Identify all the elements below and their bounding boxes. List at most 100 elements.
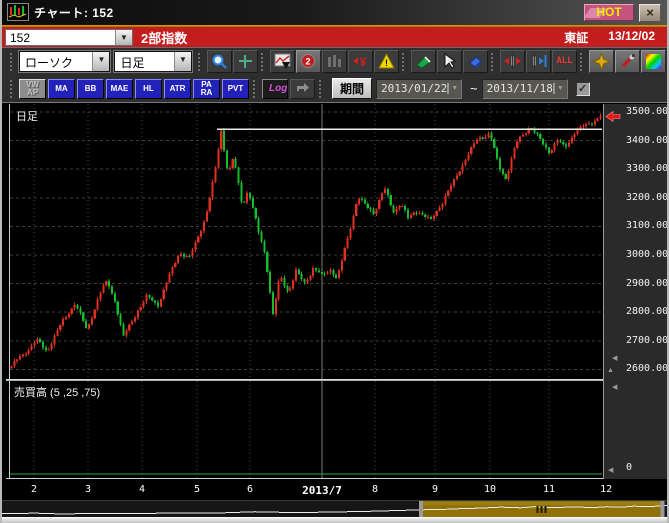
volume-scroll-marker-icon[interactable]: ◀: [612, 384, 618, 391]
indicator-button-pvt[interactable]: PVT: [222, 78, 249, 99]
timeframe-combobox[interactable]: 日足 ▼: [113, 50, 193, 73]
title-bar: チャート: 152 HOT ×: [2, 0, 667, 25]
y-axis-label: 3100.00: [626, 220, 669, 232]
x-axis-label: 2013/7: [302, 484, 342, 497]
toolbar-grip[interactable]: [260, 52, 267, 71]
range-checkbox[interactable]: ✓: [575, 81, 590, 96]
app-icon: [7, 3, 29, 21]
toolbar-grip[interactable]: [319, 79, 325, 98]
rainbow-icon: [645, 53, 662, 70]
svg-text:¥: ¥: [360, 55, 367, 69]
indicator-button-hl[interactable]: HL: [135, 78, 162, 99]
x-axis-label: 12: [600, 484, 613, 495]
volume-plot[interactable]: [10, 381, 602, 478]
chart-download-button[interactable]: [269, 50, 295, 73]
columns-icon: [326, 53, 343, 70]
y-axis-label: 2700.00: [626, 334, 669, 346]
indicator-button-atr[interactable]: ATR: [164, 78, 191, 99]
indicator-button-para[interactable]: PA RA: [193, 78, 220, 99]
all-icon: ALL: [556, 56, 573, 66]
eraser-button[interactable]: [462, 50, 488, 73]
window-bottom-edge: [2, 517, 667, 523]
chart-type-combobox[interactable]: ローソク ▼: [17, 50, 112, 73]
time-axis: 2 3 4 5 6 2013/7 8 9 10 11 12: [10, 480, 667, 500]
volume-zero-label: 0: [626, 462, 633, 473]
toolbar-grip[interactable]: [197, 52, 204, 71]
x-axis-label: 11: [542, 484, 556, 495]
chevron-down-icon: ▼: [451, 85, 459, 92]
volume-pane-title: 売買高 (5 ,25 ,75): [14, 387, 101, 399]
toolbar-grip[interactable]: [10, 79, 16, 98]
all-button[interactable]: ALL: [551, 50, 577, 73]
toolbar-grip[interactable]: [10, 52, 16, 71]
exchange-label: 東証: [564, 30, 589, 45]
hot-button[interactable]: HOT: [584, 4, 634, 21]
hot-label: HOT: [596, 5, 622, 19]
eraser-icon: [467, 53, 484, 70]
date-to-field[interactable]: 2013/11/18 ▼: [481, 78, 568, 99]
indicator-button-vwap[interactable]: VW AP: [19, 78, 46, 99]
calendar-icon: [447, 83, 450, 94]
indicator-button-bb[interactable]: BB: [77, 78, 104, 99]
date-from-field[interactable]: 2013/01/22 ▼: [376, 78, 462, 99]
x-axis-label: 8: [372, 484, 379, 495]
toolbar-grip[interactable]: [253, 79, 259, 98]
x-axis-label: 3: [85, 484, 92, 495]
yen-button[interactable]: ¥: [347, 50, 373, 73]
zoom-button[interactable]: [206, 50, 232, 73]
y-axis-label: 2900.00: [626, 277, 669, 289]
toolbar-grip[interactable]: [490, 52, 497, 71]
zoom-icon: [211, 53, 228, 70]
y-axis-label: 3300.00: [626, 163, 669, 175]
period-button[interactable]: 期間: [332, 78, 372, 99]
columns-button[interactable]: [321, 50, 347, 73]
plot-bottom-border: [6, 478, 603, 479]
grid-icon: [237, 53, 254, 70]
volume-zero-marker-icon[interactable]: ◀: [608, 467, 614, 474]
redo-button[interactable]: [290, 78, 315, 99]
window-title: チャート: 152: [34, 6, 114, 20]
candle-expand-blue-icon: [530, 53, 547, 70]
chevron-down-icon[interactable]: ▼: [173, 52, 191, 71]
cursor-button[interactable]: [436, 50, 462, 73]
y-axis-label: 3500.00: [626, 106, 669, 117]
toolbar-grip[interactable]: [401, 52, 408, 71]
candlestick-plot[interactable]: [10, 104, 602, 379]
calendar-icon: [552, 83, 555, 94]
chevron-down-icon[interactable]: ▼: [115, 29, 132, 45]
warning-button[interactable]: !: [373, 50, 399, 73]
x-axis-label: 5: [193, 484, 201, 495]
chevron-down-icon[interactable]: ▼: [92, 52, 110, 71]
pane-divider[interactable]: [6, 379, 603, 381]
navigator-strip[interactable]: [2, 500, 667, 518]
index-name: 2部指数: [141, 30, 188, 46]
zoom-2-icon: 2: [300, 53, 317, 70]
scroll-up-marker-icon[interactable]: ◀: [612, 355, 618, 362]
symbol-combobox[interactable]: 152 ▼: [5, 28, 133, 46]
chart-type-value: ローソク: [24, 56, 73, 70]
close-button[interactable]: ×: [639, 4, 661, 22]
price-axis[interactable]: ◀ ▲ ◀ ◀ 3500.00 3400.00 3300.00 3200.00 3100…: [603, 104, 667, 479]
log-scale-button[interactable]: Log: [262, 78, 288, 99]
candle-expand-red-icon: [503, 53, 521, 70]
yen-icon: ¥: [352, 53, 369, 70]
draw-button[interactable]: [410, 50, 436, 73]
rainbow-button[interactable]: [640, 50, 666, 73]
cursor-icon: [441, 53, 458, 70]
candle-expand-blue-button[interactable]: [525, 50, 551, 73]
toolbar-grip[interactable]: [579, 52, 586, 71]
wrench-icon: [619, 53, 636, 70]
svg-text:!: !: [385, 58, 388, 68]
candle-expand-red-button[interactable]: [499, 50, 525, 73]
zoom-2-button[interactable]: 2: [295, 50, 321, 73]
symbol-value: 152: [10, 30, 31, 45]
indicator-button-mae[interactable]: MAE: [106, 78, 133, 99]
grid-button[interactable]: [232, 50, 258, 73]
x-axis-label: 10: [483, 484, 497, 495]
indicator-button-ma[interactable]: MA: [48, 78, 75, 99]
spark-button[interactable]: [588, 50, 614, 73]
x-axis-label: 2: [30, 484, 37, 495]
wrench-button[interactable]: [614, 50, 640, 73]
redo-arrow-icon: [296, 81, 310, 96]
pane-resize-marker-icon[interactable]: ▲: [607, 367, 614, 374]
